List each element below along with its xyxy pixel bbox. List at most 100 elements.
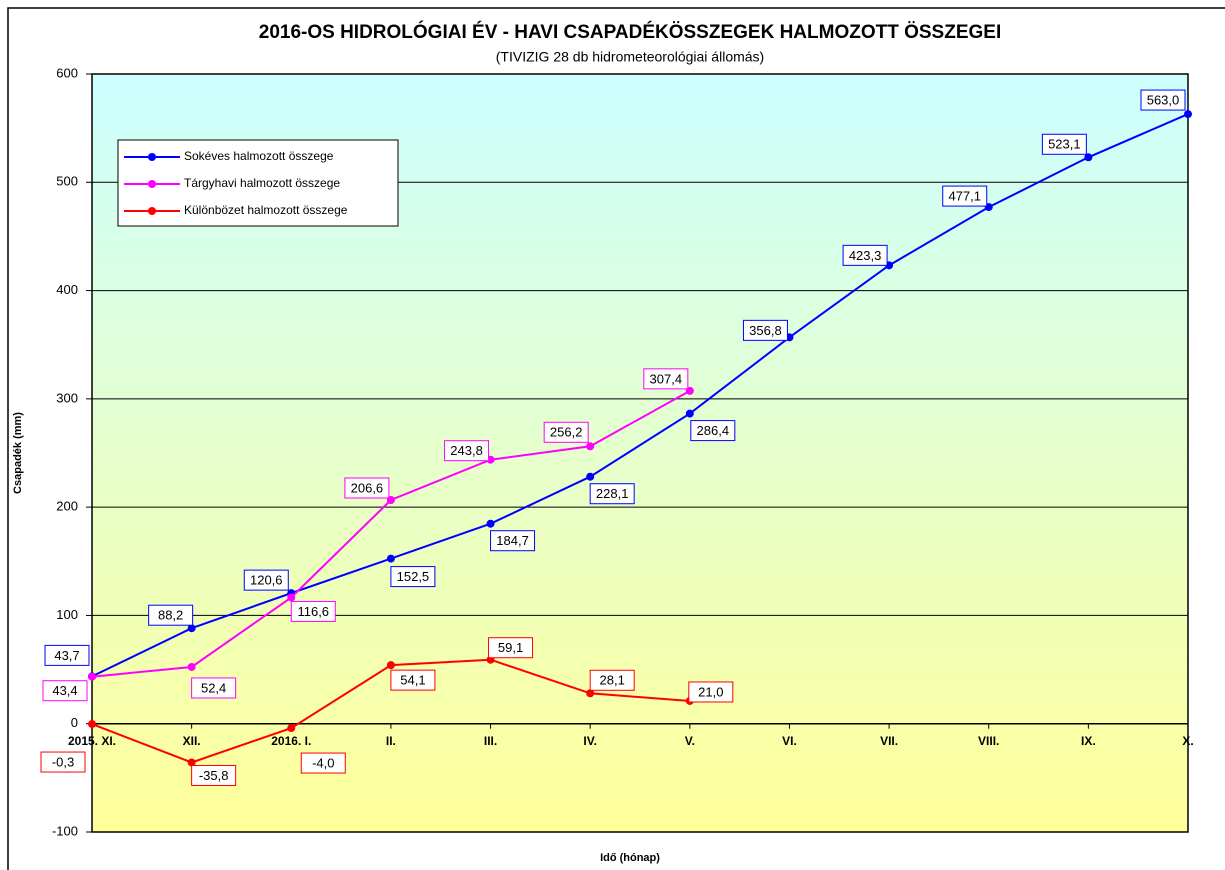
data-label-box — [942, 185, 988, 207]
data-label: 21,0 — [698, 684, 723, 699]
legend-label: Tárgyhavi halmozott összege — [184, 176, 340, 190]
x-tick-label: X. — [1182, 734, 1193, 748]
x-tick-label: II. — [386, 734, 396, 748]
data-point — [287, 593, 296, 602]
data-label-box — [543, 421, 589, 443]
data-label-box — [44, 644, 90, 666]
data-label: 59,1 — [498, 640, 523, 655]
y-axis-label: Csapadék (mm) — [12, 412, 24, 494]
data-label-box — [191, 764, 237, 786]
data-point — [386, 554, 395, 563]
plot-border — [91, 73, 1189, 833]
data-label-box — [40, 751, 86, 773]
data-label: 43,7 — [54, 648, 79, 663]
data-label: 28,1 — [600, 673, 625, 688]
data-label: 184,7 — [496, 533, 529, 548]
data-label: 286,4 — [697, 423, 730, 438]
x-tick-label: VIII. — [978, 734, 999, 748]
data-label: 120,6 — [250, 573, 283, 588]
data-label: 88,2 — [158, 608, 183, 623]
data-label-box — [1140, 89, 1186, 111]
data-label: 477,1 — [948, 189, 981, 204]
data-label: 52,4 — [201, 680, 226, 695]
y-tick-label: 600 — [56, 65, 78, 80]
data-label: 116,6 — [297, 604, 329, 619]
legend-swatch-marker — [148, 180, 156, 188]
x-tick-label: VII. — [880, 734, 898, 748]
data-label: 54,1 — [400, 673, 425, 688]
data-label-box — [344, 477, 390, 499]
data-point — [586, 472, 595, 481]
data-label-box — [191, 677, 237, 699]
data-point — [1084, 153, 1093, 162]
data-label: 307,4 — [650, 371, 683, 386]
data-label-box — [643, 368, 689, 390]
data-point — [287, 724, 296, 733]
data-label-box — [688, 681, 734, 703]
data-label-box — [300, 752, 346, 774]
data-label-box — [589, 483, 635, 505]
data-label: 423,3 — [849, 248, 882, 263]
data-label-box — [243, 569, 289, 591]
x-tick-label: III. — [484, 734, 497, 748]
x-tick-label: IV. — [583, 734, 597, 748]
y-tick-label: 100 — [56, 607, 78, 622]
data-label-box — [690, 420, 736, 442]
data-label: -0,3 — [52, 754, 74, 769]
x-tick-label: 2015. XI. — [68, 734, 116, 748]
data-label-box — [148, 604, 194, 626]
data-label-box — [488, 637, 534, 659]
data-label: 256,2 — [550, 425, 583, 440]
data-label-box — [290, 600, 336, 622]
y-tick-label: 300 — [56, 390, 78, 405]
data-label: 228,1 — [596, 486, 629, 501]
data-label-box — [589, 669, 635, 691]
x-tick-label: 2016. I. — [271, 734, 311, 748]
data-point — [586, 689, 595, 698]
y-tick-label: 200 — [56, 499, 78, 514]
data-label: -35,8 — [199, 768, 229, 783]
data-label: -4,0 — [312, 755, 334, 770]
data-point — [1184, 110, 1192, 119]
data-label: 523,1 — [1048, 137, 1081, 152]
legend-label: Különbözet halmozott összege — [184, 203, 348, 217]
data-label: 152,5 — [397, 569, 430, 584]
x-axis-label: Idő (hónap) — [600, 852, 660, 864]
x-tick-label: IX. — [1081, 734, 1096, 748]
y-tick-label: 400 — [56, 282, 78, 297]
y-tick-label: 500 — [56, 174, 78, 189]
y-tick-label: -100 — [52, 823, 78, 838]
x-tick-label: VI. — [782, 734, 797, 748]
data-point — [187, 758, 196, 767]
data-point — [88, 720, 96, 729]
data-point — [685, 409, 694, 418]
series-line — [91, 113, 1189, 678]
data-label-box — [490, 530, 536, 552]
data-label: 563,0 — [1147, 93, 1180, 108]
data-point — [586, 442, 595, 451]
legend-swatch-marker — [148, 207, 156, 215]
data-label-box — [444, 440, 490, 462]
legend-swatch-marker — [148, 153, 156, 161]
data-point — [386, 661, 395, 670]
chart-subtitle: (TIVIZIG 28 db hidrometeorológiai állomá… — [496, 49, 764, 65]
x-tick-label: V. — [685, 734, 695, 748]
data-point — [187, 662, 196, 671]
data-label-box — [390, 566, 436, 588]
x-tick-label: XII. — [183, 734, 201, 748]
data-point — [486, 519, 495, 528]
data-label: 206,6 — [351, 480, 384, 495]
data-label-box — [42, 680, 88, 702]
data-point — [88, 672, 96, 681]
data-label-box — [742, 319, 788, 341]
y-tick-label: 0 — [71, 715, 78, 730]
data-label-box — [390, 669, 436, 691]
data-label: 43,4 — [52, 683, 77, 698]
legend-label: Sokéves halmozott összege — [184, 149, 334, 163]
chart-title: 2016-OS HIDROLÓGIAI ÉV - HAVI CSAPADÉKÖS… — [259, 21, 1002, 43]
data-label: 243,8 — [450, 443, 483, 458]
data-label-box — [842, 244, 888, 266]
data-label-box — [1041, 133, 1087, 155]
data-label: 356,8 — [749, 323, 782, 338]
